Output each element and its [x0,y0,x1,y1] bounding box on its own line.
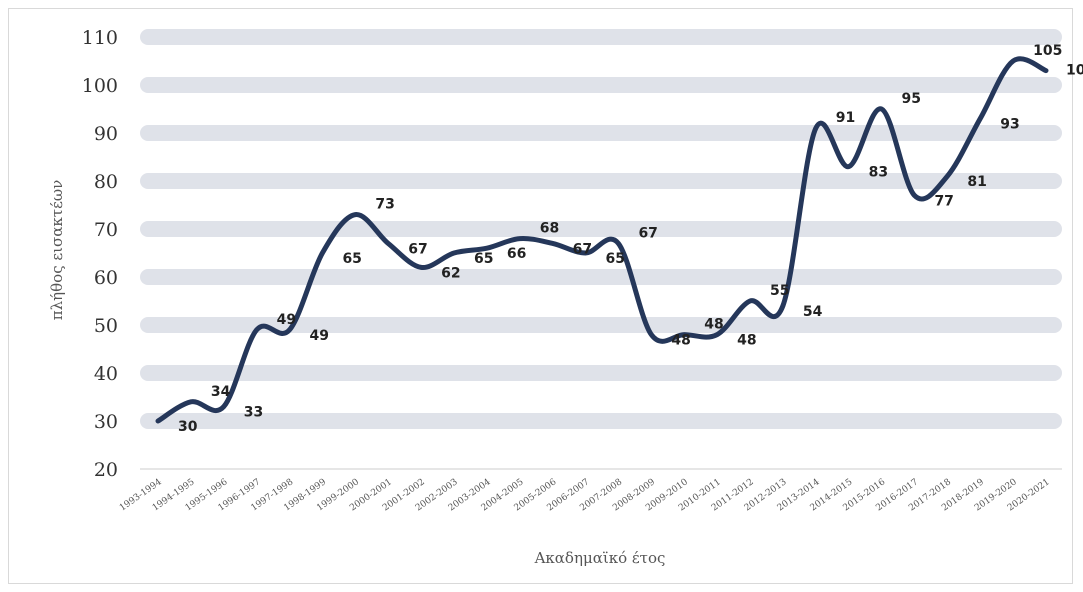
grid-band-30 [140,413,1062,429]
grid-band-90 [140,125,1062,141]
grid-bands [140,29,1062,470]
data-label-2013-2014: 91 [836,110,855,126]
x-axis-ticks: 1993-19941994-19951995-19961996-19971997… [118,477,1052,513]
data-label-2015-2016: 95 [902,91,921,107]
data-label-1997-1998: 49 [310,328,329,344]
y-tick-label-90: 90 [94,123,118,145]
data-label-1995-1996: 33 [244,405,263,421]
y-tick-label-110: 110 [82,27,118,49]
y-tick-label-70: 70 [94,219,118,241]
y-tick-label-100: 100 [82,75,118,97]
data-label-2010-2011: 48 [737,333,756,349]
data-label-2017-2018: 81 [967,174,986,190]
data-label-2018-2019: 93 [1000,117,1019,133]
data-label-1993-1994: 30 [178,419,198,435]
x-axis-title: Ακαδημαϊκό έτος [534,549,666,567]
data-label-2011-2012: 55 [770,283,789,299]
data-label-2012-2013: 54 [803,304,823,320]
grid-band-40 [140,365,1062,381]
data-label-2007-2008: 67 [638,225,657,241]
y-axis-title: πλήθος εισακτέων [48,180,66,320]
y-tick-label-20: 20 [94,459,118,481]
data-label-1999-2000: 73 [375,197,394,213]
data-label-1994-1995: 34 [211,384,231,400]
data-label-2020-2021: 103 [1066,63,1083,79]
y-tick-label-40: 40 [94,363,118,385]
data-label-2001-2002: 62 [441,265,460,281]
y-tick-label-50: 50 [94,315,118,337]
data-label-2003-2004: 66 [507,246,526,262]
data-label-1998-1999: 65 [342,251,361,267]
y-tick-label-60: 60 [94,267,118,289]
series-line [155,56,1049,424]
chart-frame [8,8,1073,584]
data-label-2002-2003: 65 [474,251,493,267]
grid-band-80 [140,173,1062,189]
data-labels: 30 34 33 49 49 65 73 67 62 65 66 68 67 65 67 48 48 48 55 54… [178,43,1083,435]
grid-band-100 [140,77,1062,93]
data-label-2014-2015: 83 [869,165,888,181]
data-label-2008-2009: 48 [671,333,690,349]
data-label-2006-2007: 65 [606,251,625,267]
y-tick-label-80: 80 [94,171,118,193]
data-label-2016-2017: 77 [934,193,953,209]
data-label-2004-2005: 68 [540,221,559,237]
y-tick-label-30: 30 [94,411,118,433]
data-label-2019-2020: 105 [1033,43,1062,59]
data-label-2000-2001: 67 [408,241,427,257]
grid-band-70 [140,221,1062,237]
data-label-1996-1997: 49 [277,312,296,328]
grid-band-110 [140,29,1062,45]
y-axis-ticks: 20 30 40 50 60 70 80 90 100 110 [82,27,118,481]
grid-band-50 [140,317,1062,333]
data-label-2009-2010: 48 [704,317,723,333]
data-label-2005-2006: 67 [573,241,592,257]
grid-band-60 [140,269,1062,285]
